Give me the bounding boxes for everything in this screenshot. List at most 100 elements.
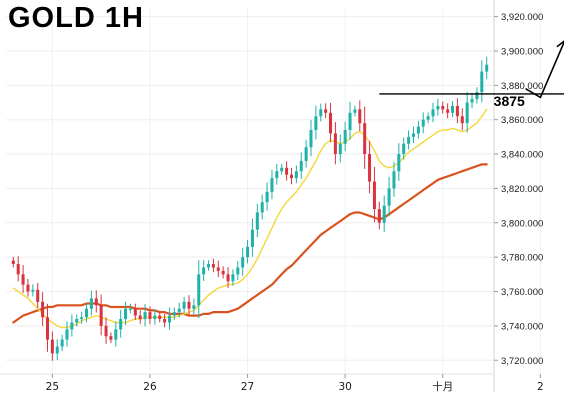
candle-body [99, 305, 103, 326]
candle-up [75, 314, 79, 327]
candle-body [280, 167, 284, 172]
candle-body [387, 188, 391, 206]
candle-down [163, 313, 167, 328]
candle-body [89, 298, 93, 309]
candle-down [158, 311, 162, 323]
candle-up [304, 139, 308, 168]
candle-down [50, 331, 54, 361]
candle-body [177, 308, 181, 313]
candle-up [280, 164, 284, 175]
y-tick-label: 3,900.000 [501, 46, 543, 57]
candle-up [387, 176, 391, 217]
candle-body [167, 315, 171, 323]
candle-down [333, 122, 337, 165]
candle-body [436, 105, 440, 110]
candle-down [138, 310, 142, 324]
projection-arrow-head [556, 40, 564, 48]
y-tick-label: 3,840.000 [501, 150, 543, 161]
candle-body [226, 274, 230, 282]
candle-up [338, 134, 342, 163]
candle-body [465, 102, 469, 124]
candle-body [372, 181, 376, 210]
y-tick-label: 3,780.000 [501, 253, 543, 264]
candle-up [382, 195, 386, 232]
candle-body [94, 298, 98, 306]
candle-body [128, 308, 132, 310]
candle-body [231, 274, 235, 282]
candle-body [45, 317, 49, 340]
grid-lines [0, 0, 541, 392]
candle-body [329, 112, 333, 134]
candle-up [470, 92, 474, 108]
candle-body [358, 109, 362, 124]
candle-body [148, 312, 152, 320]
candle-body [338, 143, 342, 155]
candle-down [104, 317, 108, 344]
candle-up [236, 260, 240, 281]
resistance-level-label: 3875 [494, 93, 525, 109]
candle-up [70, 314, 74, 337]
candle-up [119, 309, 123, 338]
candle-down [36, 283, 40, 308]
candle-body [172, 312, 176, 316]
y-tick-label: 3,760.000 [501, 287, 543, 298]
x-tick-label: 26 [143, 381, 157, 393]
candle-body [211, 264, 215, 268]
candle-body [319, 109, 323, 117]
candle-body [36, 289, 40, 302]
x-tick-label: 十月 [432, 380, 453, 393]
candle-body [16, 264, 20, 275]
candle-body [143, 312, 147, 320]
candle-down [289, 167, 293, 185]
candle-body [138, 315, 142, 320]
candle-up [265, 182, 269, 211]
candle-down [109, 332, 113, 344]
candle-up [182, 296, 186, 314]
candle-up [172, 307, 176, 320]
candle-body [392, 171, 396, 189]
candle-down [358, 100, 362, 132]
candle-down [99, 294, 103, 336]
candle-body [309, 130, 313, 148]
candle-up [65, 321, 69, 347]
candle-body [368, 154, 372, 182]
candle-up [192, 298, 196, 315]
candle-down [372, 167, 376, 223]
candle-up [475, 87, 479, 104]
candle-body [265, 191, 269, 203]
candle-body [382, 205, 386, 223]
candle-up [451, 100, 455, 118]
candle-up [143, 304, 147, 327]
candle-body [187, 301, 191, 309]
candle-up [319, 103, 323, 122]
candle-up [407, 130, 411, 150]
y-tick-label: 3,920.000 [501, 12, 543, 23]
candle-up [436, 99, 440, 116]
fast-ma-line [12, 108, 488, 329]
candle-body [236, 267, 240, 275]
candle-body [289, 174, 293, 179]
candle-down [285, 161, 289, 181]
candle-body [324, 109, 328, 113]
candle-body [294, 171, 298, 179]
candle-up [353, 105, 357, 117]
x-tick-label: 27 [241, 381, 254, 393]
candle-body [314, 116, 318, 130]
projection-arrow-line [525, 40, 564, 99]
candle-body [455, 105, 459, 117]
candle-body [348, 112, 352, 130]
candle-body [407, 136, 411, 144]
candle-body [158, 315, 162, 320]
candle-body [441, 105, 445, 110]
candle-down [41, 292, 45, 326]
candle-body [11, 260, 15, 265]
candle-body [65, 329, 69, 340]
fast-moving-average [12, 108, 488, 329]
candle-up [465, 91, 469, 133]
candle-up [294, 165, 298, 184]
candle-up [275, 163, 279, 185]
candle-body [85, 308, 89, 318]
candle-up [426, 112, 430, 124]
candle-body [451, 105, 455, 113]
candle-down [133, 303, 137, 321]
